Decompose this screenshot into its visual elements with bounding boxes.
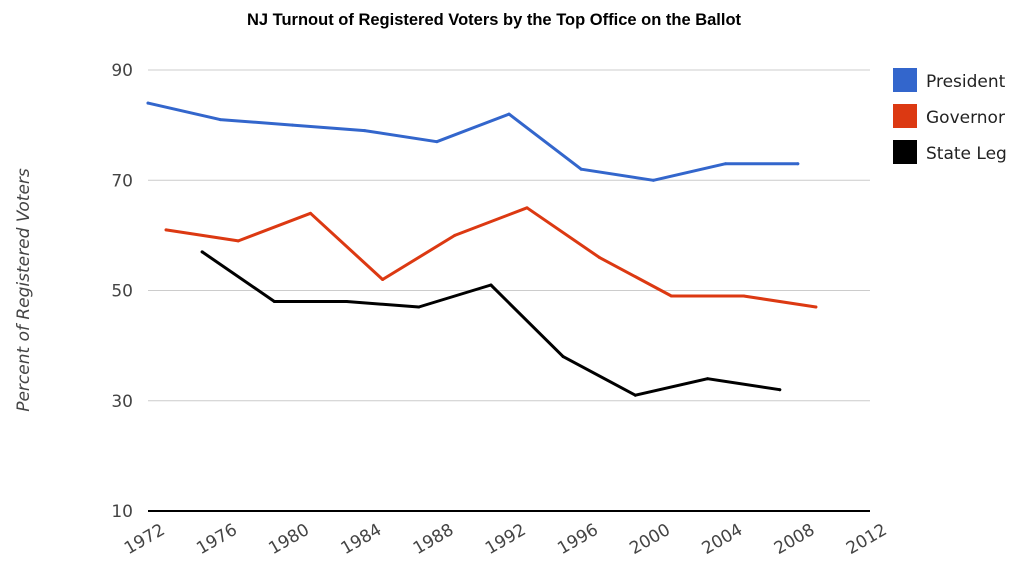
x-tick-label: 2004 [699,520,746,559]
data-point [796,162,800,166]
legend-swatch [893,104,917,128]
data-point [561,355,565,359]
data-point [507,112,511,116]
x-tick-label: 1996 [554,520,601,559]
data-point [453,233,457,237]
data-point [146,101,150,105]
data-point [724,162,728,166]
x-tick-label: 1984 [338,520,385,559]
legend: President Governor State Leg [893,68,1007,164]
x-tick-label: 1976 [193,520,240,559]
x-tick-label: 1992 [482,520,529,559]
data-point [164,228,168,232]
series-line-president [146,101,800,182]
data-point [742,294,746,298]
data-point [363,129,367,133]
x-tick-label: 1980 [265,520,312,559]
series-line-state-leg [200,250,782,397]
chart-title: NJ Turnout of Registered Voters by the T… [247,11,742,29]
data-point [489,283,493,287]
data-point [633,393,637,397]
data-point [525,206,529,210]
data-point [597,255,601,259]
data-point [579,167,583,171]
data-point [218,118,222,122]
legend-label: State Leg [926,144,1007,164]
data-point [308,211,312,215]
y-axis-ticks: 10 30 50 70 90 [111,61,133,522]
data-point [778,388,782,392]
data-point [669,294,673,298]
series-lines [146,101,818,397]
legend-swatch [893,140,917,164]
data-point [814,305,818,309]
legend-swatch [893,68,917,92]
y-tick-label: 50 [111,282,133,302]
legend-label: Governor [926,108,1005,128]
y-tick-label: 30 [111,392,133,412]
gridlines [148,69,870,512]
data-point [706,377,710,381]
data-point [345,300,349,304]
y-axis-label: Percent of Registered Voters [14,168,34,412]
data-point [381,277,385,281]
x-tick-label: 2012 [843,520,890,559]
data-point [290,123,294,127]
x-axis-ticks: 1972 1976 1980 1984 1988 1992 1996 2000 2004 2008… [121,520,890,559]
series-line-governor [164,206,818,309]
y-tick-label: 10 [111,502,133,522]
data-point [272,300,276,304]
x-tick-label: 1972 [121,520,168,559]
data-point [651,178,655,182]
legend-label: President [926,72,1006,92]
x-tick-label: 1988 [410,520,457,559]
data-point [435,140,439,144]
x-tick-label: 2000 [626,520,673,559]
x-tick-label: 2008 [771,520,818,559]
y-tick-label: 90 [111,61,133,81]
data-point [200,250,204,254]
y-tick-label: 70 [111,171,133,191]
data-point [236,239,240,243]
data-point [417,305,421,309]
